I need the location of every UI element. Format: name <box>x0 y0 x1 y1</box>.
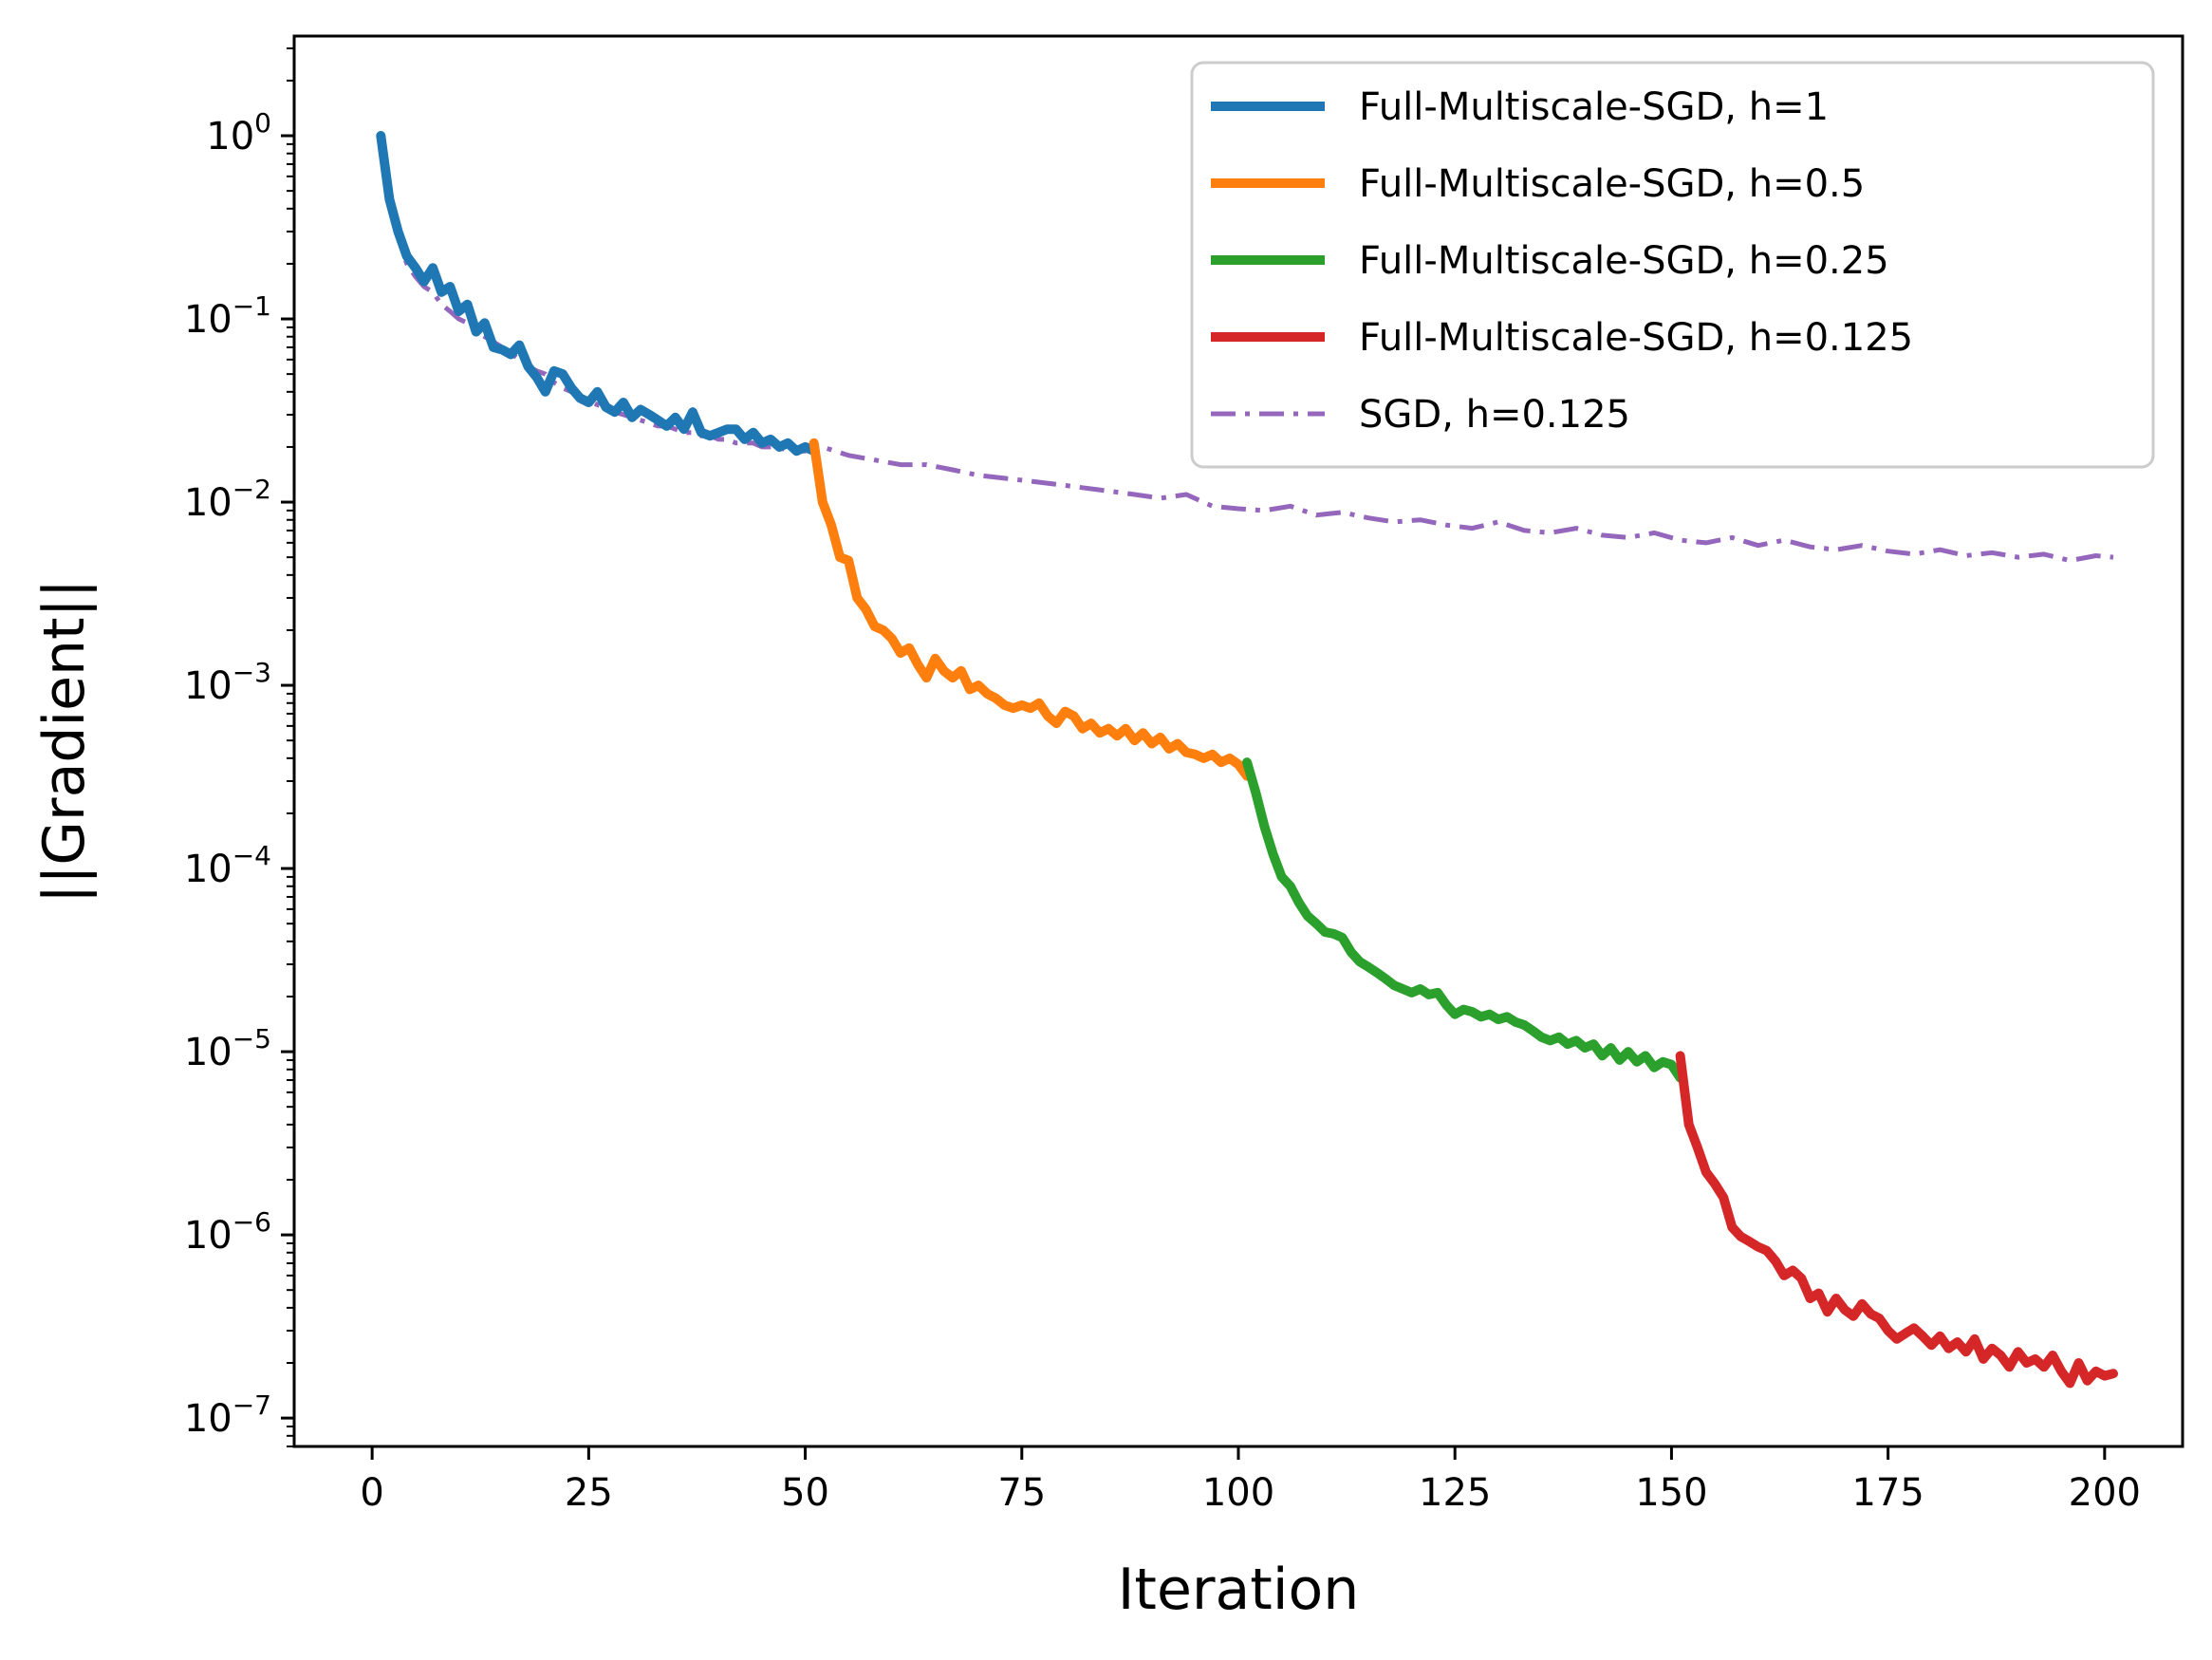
y-tick-label: 10−6 <box>184 1206 271 1258</box>
x-axis-label: Iteration <box>1118 1557 1360 1623</box>
y-tick-label: 10−1 <box>184 290 271 342</box>
series-line-3 <box>1242 757 1685 1083</box>
x-tick-label: 25 <box>565 1471 613 1515</box>
y-tick-label: 10−3 <box>184 657 271 708</box>
x-tick-label: 175 <box>1851 1471 1924 1515</box>
x-tick-label: 150 <box>1635 1471 1707 1515</box>
x-tick-label: 75 <box>997 1471 1046 1515</box>
legend-items: Full-Multiscale-SGD, h=1 Full-Multiscale-… <box>1211 85 1913 437</box>
x-tick-label: 125 <box>1419 1471 1491 1515</box>
legend-box <box>1190 61 2155 469</box>
x-axis-ticks: 0 25 50 75 100 125 150 175 200 <box>360 1446 2141 1515</box>
x-tick-label: 200 <box>2069 1471 2141 1515</box>
series-line-2 <box>809 438 1253 781</box>
legend: Full-Multiscale-SGD, h=1 Full-Multiscale-… <box>1190 61 2155 469</box>
legend-label-2: Full-Multiscale-SGD, h=0.5 <box>1359 162 1865 206</box>
series-line-1 <box>376 131 819 457</box>
y-tick-label: 10−7 <box>184 1390 271 1441</box>
y-axis-label: ||Gradient|| <box>31 579 98 904</box>
x-tick-label: 100 <box>1202 1471 1274 1515</box>
y-tick-label: 10−5 <box>184 1023 271 1074</box>
legend-label-4: Full-Multiscale-SGD, h=0.125 <box>1359 316 1913 360</box>
legend-label-3: Full-Multiscale-SGD, h=0.25 <box>1359 239 1889 283</box>
y-tick-label: 10−4 <box>184 840 271 891</box>
legend-label-1: Full-Multiscale-SGD, h=1 <box>1359 85 1829 129</box>
x-tick-label: 0 <box>360 1471 383 1515</box>
y-tick-label: 10−2 <box>184 474 271 525</box>
legend-label-5: SGD, h=0.125 <box>1359 393 1630 437</box>
y-axis-ticks: 100 10−1 10−2 10−3 10−4 10−5 10−6 10−7 <box>184 47 294 1447</box>
series-layer <box>376 131 2118 1389</box>
y-tick-label: 100 <box>206 107 271 159</box>
series-line-4 <box>1675 1051 2118 1389</box>
x-tick-label: 50 <box>781 1471 829 1515</box>
